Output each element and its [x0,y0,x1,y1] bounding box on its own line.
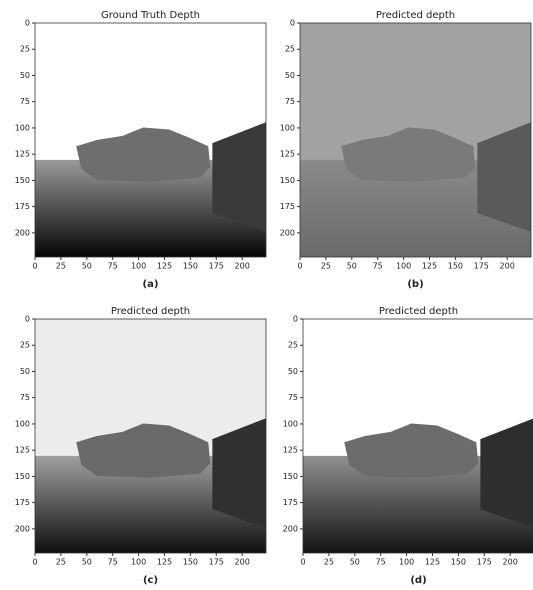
panel-title: Ground Truth Depth [101,10,200,21]
x-tick-label: 75 [373,262,383,271]
x-tick-label: 0 [32,262,37,271]
x-tick-label: 25 [56,262,66,271]
x-tick-label: 25 [56,558,66,567]
y-tick-label: 125 [15,150,30,159]
x-tick-label: 25 [321,262,331,271]
x-tick-label: 175 [209,558,224,567]
x-tick-label: 175 [477,558,492,567]
panel-caption: (d) [410,575,426,586]
depth-image [35,319,266,553]
y-tick-label: 125 [15,446,30,455]
y-tick-label: 50 [20,367,30,376]
x-tick-label: 75 [108,262,118,271]
y-tick-label: 0 [25,19,30,28]
x-tick-label: 50 [347,262,357,271]
x-tick-label: 125 [422,262,437,271]
panel-title: Predicted depth [376,10,455,21]
x-tick-label: 75 [108,558,118,567]
x-tick-label: 50 [350,558,360,567]
y-tick-label: 0 [290,19,295,28]
y-tick-label: 150 [15,176,30,185]
panel-title: Predicted depth [379,306,458,317]
x-tick-label: 150 [183,262,198,271]
x-tick-label: 100 [396,262,411,271]
y-tick-label: 75 [20,393,30,402]
panel-title: Predicted depth [111,306,190,317]
x-tick-label: 100 [131,262,146,271]
x-tick-label: 75 [376,558,386,567]
x-tick-label: 125 [157,262,172,271]
x-tick-label: 25 [324,558,334,567]
x-tick-label: 175 [474,262,489,271]
x-tick-label: 125 [425,558,440,567]
y-tick-label: 25 [20,341,30,350]
y-tick-label: 175 [15,498,30,507]
panel-caption: (c) [143,575,158,586]
y-tick-label: 25 [285,45,295,54]
y-tick-label: 200 [15,228,30,237]
y-tick-label: 175 [15,202,30,211]
y-tick-label: 100 [15,419,30,428]
y-tick-label: 150 [283,472,298,481]
y-tick-label: 150 [280,176,295,185]
x-tick-label: 150 [448,262,463,271]
panel-caption: (a) [143,279,159,290]
y-tick-label: 100 [283,419,298,428]
x-tick-label: 175 [209,262,224,271]
y-tick-label: 100 [15,123,30,132]
x-tick-label: 150 [183,558,198,567]
x-tick-label: 200 [500,262,515,271]
y-tick-label: 100 [280,123,295,132]
depth-image [35,23,266,257]
panel-caption: (b) [407,279,423,290]
y-tick-label: 50 [285,71,295,80]
x-tick-label: 0 [32,558,37,567]
y-tick-label: 175 [283,498,298,507]
x-tick-label: 0 [297,262,302,271]
y-tick-label: 150 [15,472,30,481]
y-tick-label: 125 [280,150,295,159]
y-tick-label: 75 [20,97,30,106]
x-tick-label: 200 [503,558,518,567]
figure: 0 25 50 75 100 125 150 175 200 0 25 50 75 100 125 150 17… [0,0,533,590]
x-tick-label: 150 [451,558,466,567]
depth-image [303,319,533,553]
y-tick-label: 200 [280,228,295,237]
y-tick-label: 50 [288,367,298,376]
y-tick-label: 125 [283,446,298,455]
x-tick-label: 0 [300,558,305,567]
y-tick-label: 25 [20,45,30,54]
x-tick-label: 125 [157,558,172,567]
y-tick-label: 0 [25,315,30,324]
y-tick-label: 0 [293,315,298,324]
y-tick-label: 75 [285,97,295,106]
y-tick-label: 75 [288,393,298,402]
y-tick-label: 175 [280,202,295,211]
y-tick-label: 50 [20,71,30,80]
x-tick-label: 50 [82,262,92,271]
y-tick-label: 200 [283,524,298,533]
x-tick-label: 100 [131,558,146,567]
x-tick-label: 200 [235,558,250,567]
x-tick-label: 100 [399,558,414,567]
y-tick-label: 25 [288,341,298,350]
depth-image [300,23,531,257]
x-tick-label: 50 [82,558,92,567]
y-tick-label: 200 [15,524,30,533]
x-tick-label: 200 [235,262,250,271]
